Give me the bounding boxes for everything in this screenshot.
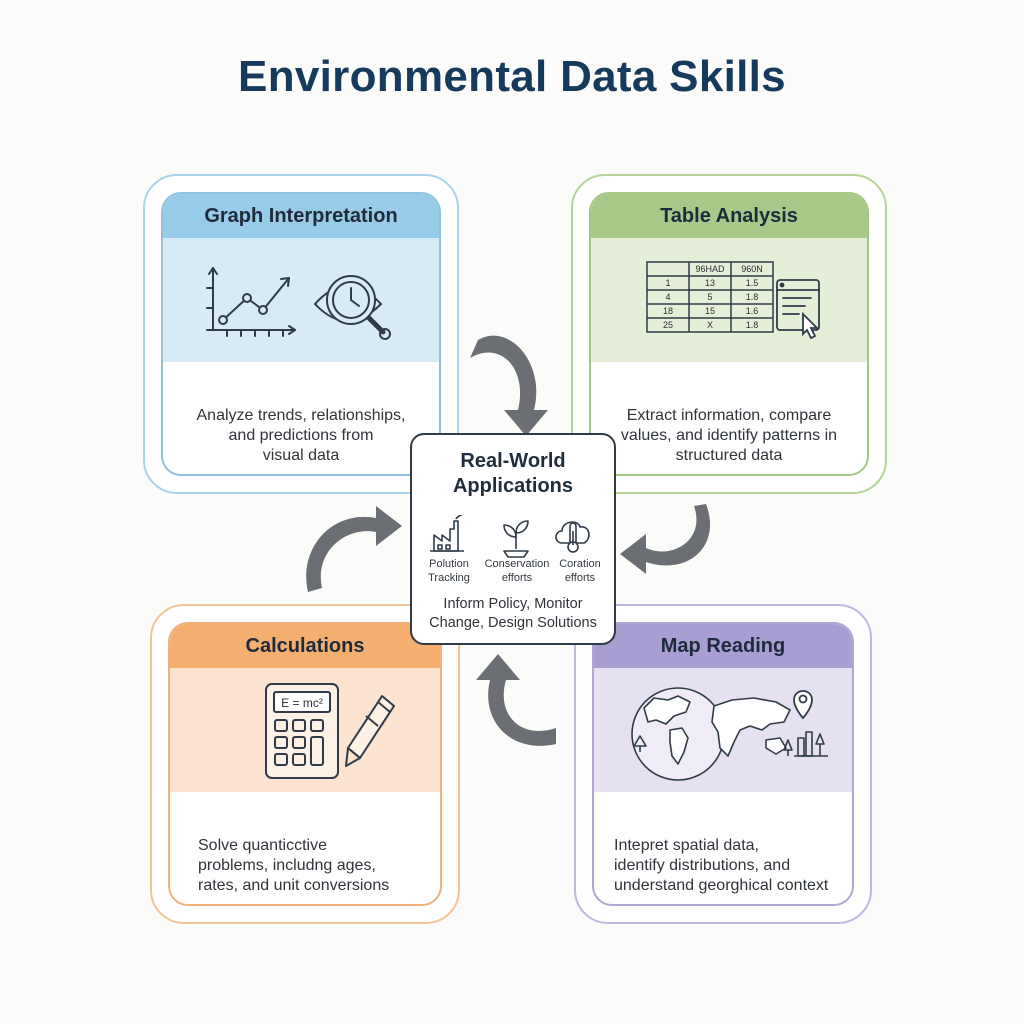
label-line: Coration xyxy=(559,558,601,570)
center-title-line: Applications xyxy=(452,475,573,497)
pencil-icon xyxy=(345,695,395,767)
graph-interpretation-heading: Graph Interpretation xyxy=(163,194,439,238)
graph-interpretation-illustration xyxy=(163,238,439,362)
arrow-top-right-icon xyxy=(470,335,548,436)
label-line: efforts xyxy=(501,572,533,584)
center-title-line: Real-World xyxy=(460,450,566,472)
description-line: Analyze trends, relationships, xyxy=(196,407,406,424)
table-analysis-panel: Table Analysis 96HAD 960N 1 13 1.5 xyxy=(589,192,869,476)
table-analysis-card: Table Analysis 96HAD 960N 1 13 1.5 xyxy=(571,174,887,494)
map-reading-heading: Map Reading xyxy=(594,624,852,668)
table-cell: 5 xyxy=(707,292,712,302)
table-cell: 4 xyxy=(665,292,670,302)
description-line: identify distributions, and xyxy=(614,857,791,874)
label-line: Tracking xyxy=(428,572,470,584)
description-line: visual data xyxy=(262,447,340,464)
world-map-icon xyxy=(631,687,828,781)
map-reading-panel: Map Reading xyxy=(592,622,854,906)
description-line: understand georghical context xyxy=(614,877,829,894)
table-analysis-illustration: 96HAD 960N 1 13 1.5 4 5 1.8 18 15 1.6 25… xyxy=(591,238,867,362)
description-line: values, and identify patterns in xyxy=(620,427,838,444)
label-line: Polution xyxy=(429,558,469,570)
table-cell: 1.8 xyxy=(746,320,759,330)
center-footer: Inform Policy, Monitor Change, Design So… xyxy=(412,595,614,633)
table-header-cell: 960N xyxy=(741,264,763,274)
conservation-efforts-label: Conservation efforts xyxy=(482,557,552,585)
table-cell: 1.6 xyxy=(746,306,759,316)
calculations-heading: Calculations xyxy=(170,624,440,668)
data-table-icon xyxy=(646,261,774,333)
real-world-applications-box: Real-World Applications Polution Trackin… xyxy=(410,433,616,645)
calculator-icon xyxy=(265,683,339,779)
table-cell: X xyxy=(707,320,713,330)
center-title: Real-World Applications xyxy=(412,449,614,499)
graph-interpretation-panel: Graph Interpretation xyxy=(161,192,441,476)
table-cell: 1.8 xyxy=(746,292,759,302)
calculations-description: Solve quanticctive problems, includng ag… xyxy=(198,836,426,896)
table-cell: 18 xyxy=(663,306,673,316)
description-line: Intepret spatial data, xyxy=(614,837,759,854)
table-header-cell: 96HAD xyxy=(695,264,725,274)
page-title: Environmental Data Skills xyxy=(238,52,786,101)
map-reading-description: Intepret spatial data, identify distribu… xyxy=(614,836,838,896)
arrow-left-icon xyxy=(306,506,402,592)
graph-interpretation-card: Graph Interpretation xyxy=(143,174,459,494)
eye-magnifier-icon xyxy=(313,275,391,340)
arrow-bottom-icon xyxy=(476,654,556,746)
table-cell: 13 xyxy=(705,278,715,288)
location-pin-icon xyxy=(793,690,813,720)
graph-interpretation-description: Analyze trends, relationships, and predi… xyxy=(177,406,425,466)
table-cell: 15 xyxy=(705,306,715,316)
table-cell: 1.5 xyxy=(746,278,759,288)
label-line: Conservation xyxy=(484,558,550,570)
map-reading-card: Map Reading xyxy=(574,604,872,924)
description-line: and predictions from xyxy=(228,427,374,444)
arrow-right-icon xyxy=(620,504,711,574)
footer-line: Inform Policy, Monitor xyxy=(443,596,583,612)
table-analysis-heading: Table Analysis xyxy=(591,194,867,238)
table-cell: 1 xyxy=(665,278,670,288)
center-icons xyxy=(430,515,590,558)
description-line: problems, includng ages, xyxy=(198,857,376,874)
pollution-tracking-label: Polution Tracking xyxy=(424,557,474,585)
description-line: Extract information, compare xyxy=(626,407,832,424)
line-chart-icon xyxy=(206,267,296,337)
table-cell: 25 xyxy=(663,320,673,330)
description-line: rates, and unit conversions xyxy=(198,877,390,894)
footer-line: Change, Design Solutions xyxy=(429,615,597,631)
map-reading-illustration xyxy=(594,668,852,792)
calculations-card: Calculations E = mc² xyxy=(150,604,460,924)
description-line: Solve quanticctive xyxy=(198,837,327,854)
factory-icon xyxy=(430,515,464,552)
description-line: structured data xyxy=(675,447,783,464)
calculations-panel: Calculations E = mc² xyxy=(168,622,442,906)
calculations-illustration: E = mc² xyxy=(170,668,440,792)
calculator-display: E = mc² xyxy=(281,696,323,710)
table-analysis-description: Extract information, compare values, and… xyxy=(605,406,853,466)
browser-cursor-icon xyxy=(776,279,820,340)
cloud-thermometer-icon xyxy=(555,521,590,553)
coration-efforts-label: Coration efforts xyxy=(552,557,608,585)
label-line: efforts xyxy=(564,572,596,584)
sprout-icon xyxy=(503,520,529,558)
